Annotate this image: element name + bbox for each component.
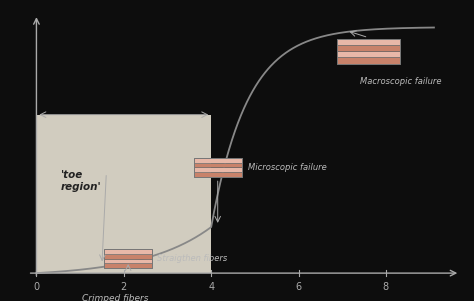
Bar (194, 172, 242, 177)
Bar (337, 39, 400, 45)
Bar (104, 254, 152, 259)
Text: 6: 6 (295, 282, 301, 292)
Bar (194, 163, 242, 167)
Bar (337, 39, 400, 64)
Bar (104, 263, 152, 268)
Bar (104, 259, 152, 263)
Text: 4: 4 (208, 282, 214, 292)
Bar (337, 45, 400, 51)
Bar (36, 115, 211, 273)
Bar (337, 57, 400, 64)
Bar (337, 51, 400, 57)
Text: Crimped fibers: Crimped fibers (82, 294, 149, 301)
Bar (104, 249, 152, 254)
Text: 8: 8 (383, 282, 389, 292)
Bar (194, 158, 242, 177)
Bar (104, 249, 152, 268)
Text: Microscopic failure: Microscopic failure (248, 163, 327, 172)
Text: 2: 2 (121, 282, 127, 292)
Text: 0: 0 (33, 282, 39, 292)
Bar (194, 167, 242, 172)
Text: Straigthen fibers: Straigthen fibers (156, 254, 227, 263)
Text: 'toe
region': 'toe region' (61, 170, 101, 192)
Bar (194, 158, 242, 163)
Text: Macroscopic failure: Macroscopic failure (360, 77, 441, 86)
